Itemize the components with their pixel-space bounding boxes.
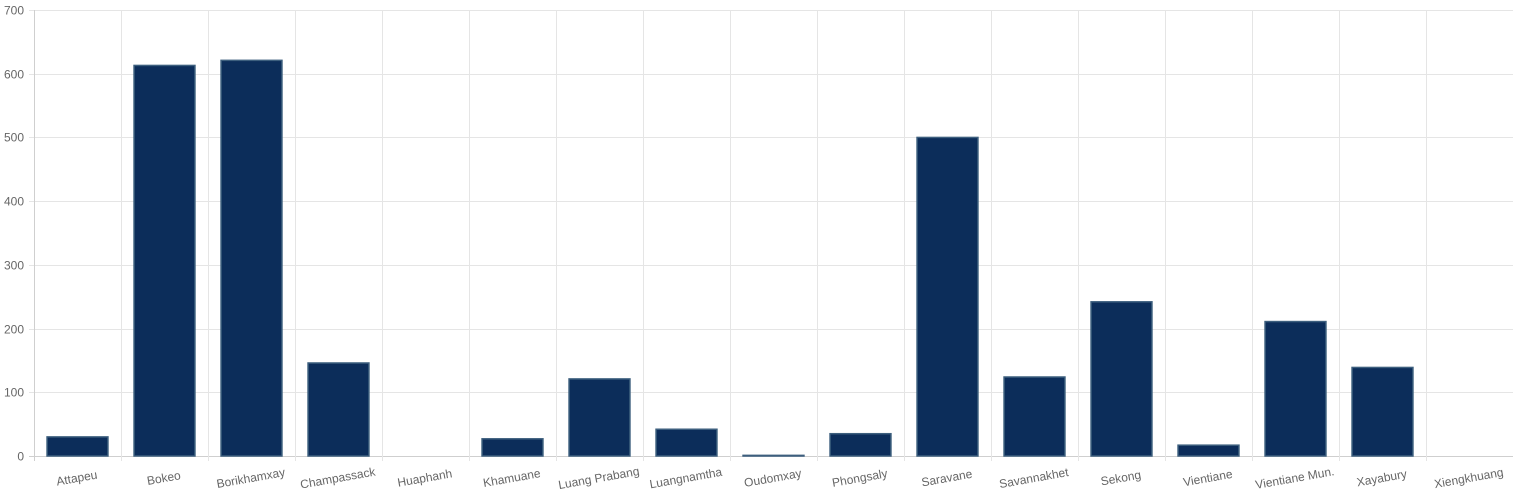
y-tick-label: 700: [4, 4, 24, 18]
bar: [1264, 320, 1327, 457]
x-tick-label: Vientiane Mun.: [1254, 464, 1335, 492]
x-tick-label: Luangnamtha: [648, 465, 723, 492]
x-tick-label: Bokeo: [146, 468, 182, 488]
bar: [481, 438, 544, 457]
y-tick-label: 600: [4, 68, 24, 82]
bar: [220, 59, 283, 457]
bar: [742, 454, 805, 457]
x-tick-label: Luang Prabang: [557, 464, 640, 492]
bar: [1003, 376, 1066, 457]
y-tick-label: 300: [4, 259, 24, 273]
bar: [133, 64, 196, 457]
bar: [1177, 444, 1240, 457]
bar: [46, 436, 109, 457]
x-tick-label: Saravane: [920, 467, 973, 490]
x-tick-label: Champassack: [299, 464, 377, 491]
x-tick-label: Xiengkhuang: [1433, 465, 1504, 491]
y-tick-label: 100: [4, 386, 24, 400]
y-tick-label: 200: [4, 323, 24, 337]
x-tick-label: Oudomxay: [743, 466, 803, 490]
bar: [655, 428, 718, 457]
x-tick-label: Savannakhet: [998, 465, 1070, 491]
x-tick-label: Huaphanh: [396, 466, 453, 489]
bar: [1351, 366, 1414, 457]
bar: [1090, 301, 1153, 457]
x-tick-label: Vientiane: [1182, 467, 1234, 489]
x-tick-label: Khamuane: [482, 466, 542, 490]
x-tick-label: Attapeu: [55, 468, 98, 489]
bar: [568, 378, 631, 457]
bars-layer: [46, 59, 1414, 457]
x-tick-label: Sekong: [1100, 468, 1143, 489]
bar: [829, 432, 892, 457]
x-tick-label: Phongsaly: [831, 466, 889, 490]
y-tick-label: 0: [17, 450, 24, 464]
y-tick-label: 400: [4, 195, 24, 209]
y-tick-label: 500: [4, 131, 24, 145]
bar: [916, 136, 979, 457]
bar: [307, 362, 370, 457]
x-tick-label: Borikhamxay: [215, 465, 286, 491]
x-tick-label: Xayabury: [1356, 467, 1408, 490]
